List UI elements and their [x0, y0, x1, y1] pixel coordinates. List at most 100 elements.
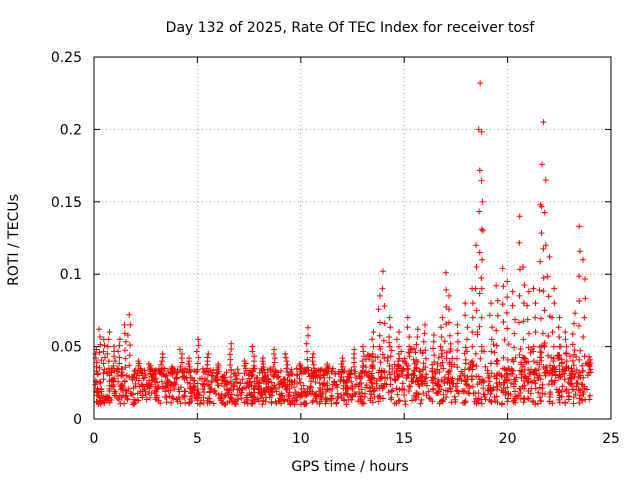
data-point-baseline	[326, 374, 333, 381]
data-point-baseline	[482, 363, 489, 370]
data-point	[126, 352, 133, 359]
data-point-baseline	[241, 399, 248, 406]
data-point	[499, 265, 506, 272]
data-point-baseline	[301, 388, 308, 395]
data-point	[395, 350, 402, 357]
data-point-baseline	[493, 358, 500, 365]
data-point	[422, 347, 429, 354]
data-point-baseline	[575, 386, 582, 393]
chart-title: Day 132 of 2025, Rate Of TEC Index for r…	[166, 20, 536, 36]
data-point-baseline	[287, 400, 294, 407]
data-point	[111, 353, 118, 360]
data-point	[551, 300, 558, 307]
data-point-baseline	[278, 390, 285, 397]
data-point	[259, 369, 266, 376]
data-point-baseline	[321, 382, 328, 389]
data-point-baseline	[267, 391, 274, 398]
data-point-baseline	[486, 397, 493, 404]
data-point-baseline	[534, 400, 541, 407]
data-point-baseline	[377, 395, 384, 402]
data-point-baseline	[582, 396, 589, 403]
data-point-baseline	[569, 357, 576, 364]
data-point-baseline	[212, 390, 219, 397]
data-point	[489, 324, 496, 331]
data-point	[122, 355, 129, 362]
data-point-baseline	[348, 366, 355, 373]
data-point-baseline	[294, 371, 301, 378]
data-point-baseline	[521, 354, 528, 361]
data-point-baseline	[567, 353, 574, 360]
data-point	[304, 364, 311, 371]
data-point	[359, 358, 366, 365]
data-point	[375, 306, 382, 313]
data-point	[377, 319, 384, 326]
data-point	[439, 314, 446, 321]
data-point-baseline	[97, 399, 104, 406]
x-axis-label: GPS time / hours	[291, 459, 408, 475]
data-point	[486, 312, 493, 319]
data-point-baseline	[247, 392, 254, 399]
data-point	[500, 283, 507, 290]
data-point	[500, 354, 507, 361]
data-point	[305, 332, 312, 339]
data-point	[438, 353, 445, 360]
data-point	[387, 353, 394, 360]
data-point	[115, 366, 122, 373]
data-point-baseline	[132, 366, 139, 373]
data-point	[586, 353, 593, 360]
data-point	[563, 365, 570, 372]
data-point-baseline	[551, 379, 558, 386]
data-point-baseline	[429, 386, 436, 393]
x-tick-label: 15	[395, 431, 413, 447]
data-point-baseline	[210, 400, 217, 407]
data-point-baseline	[121, 377, 128, 384]
data-point	[126, 311, 133, 318]
data-point-baseline	[338, 391, 345, 398]
data-point-baseline	[208, 372, 215, 379]
data-point-baseline	[130, 384, 137, 391]
x-tick-label: 0	[90, 431, 99, 447]
data-point	[370, 329, 377, 336]
data-point-baseline	[139, 382, 146, 389]
data-point-baseline	[503, 367, 510, 374]
data-point	[562, 336, 569, 343]
data-point-baseline	[213, 377, 220, 384]
data-point-baseline	[447, 340, 454, 347]
data-point-baseline	[334, 395, 341, 402]
data-point	[576, 322, 583, 329]
data-point	[311, 368, 318, 375]
data-point-baseline	[100, 376, 107, 383]
data-point-baseline	[444, 388, 451, 395]
data-point-baseline	[103, 394, 110, 401]
data-point	[537, 258, 544, 265]
data-point	[310, 350, 317, 357]
data-point-baseline	[389, 366, 396, 373]
data-point-baseline	[378, 382, 385, 389]
data-point-baseline	[476, 376, 483, 383]
data-point-baseline	[345, 396, 352, 403]
data-point-baseline	[323, 396, 330, 403]
data-point-baseline	[466, 364, 473, 371]
data-point-baseline	[576, 356, 583, 363]
data-point-baseline	[465, 389, 472, 396]
data-point-baseline	[516, 351, 523, 358]
data-point-baseline	[211, 387, 218, 394]
data-point-baseline	[234, 386, 241, 393]
data-point-baseline	[130, 371, 137, 378]
data-point-baseline	[369, 399, 376, 406]
data-point-baseline	[293, 365, 300, 372]
data-point-baseline	[576, 369, 583, 376]
data-point-baseline	[423, 382, 430, 389]
data-point	[304, 356, 311, 363]
data-point-baseline	[136, 383, 143, 390]
data-point-baseline	[435, 354, 442, 361]
data-point-baseline	[273, 374, 280, 381]
data-point	[562, 329, 569, 336]
data-point	[536, 344, 543, 351]
data-point	[511, 330, 518, 337]
data-point-baseline	[462, 398, 469, 405]
data-point-baseline	[488, 398, 495, 405]
data-point-baseline	[373, 377, 380, 384]
data-point	[111, 367, 118, 374]
data-point	[453, 355, 460, 362]
